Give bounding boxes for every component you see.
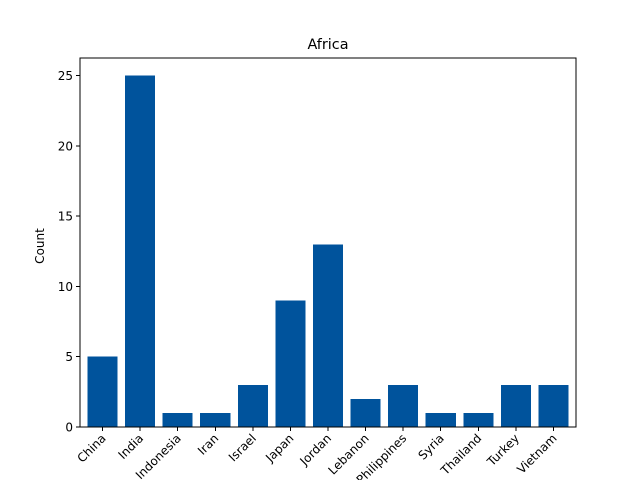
x-tick-label-syria: Syria — [415, 431, 446, 462]
y-tick-label-0: 0 — [65, 421, 73, 435]
x-tick-label-israel: Israel — [226, 431, 259, 464]
y-tick-label-10: 10 — [58, 280, 73, 294]
bar-syria — [425, 412, 456, 427]
y-axis-label: Count — [33, 228, 47, 264]
bar-lebanon — [350, 398, 381, 427]
bar-indonesia — [162, 412, 193, 427]
y-tick-label-25: 25 — [58, 69, 73, 83]
x-tick-label-iran: Iran — [195, 431, 221, 457]
bar-jordan — [312, 244, 344, 427]
y-tick-label-20: 20 — [58, 139, 73, 153]
y-tick-label-5: 5 — [65, 350, 73, 364]
bar-china — [87, 356, 118, 427]
x-tick-label-india: India — [116, 431, 147, 462]
bar-thailand — [463, 412, 494, 427]
bar-philippines — [388, 384, 419, 427]
x-tick-label-japan: Japan — [262, 431, 296, 465]
bar-india — [125, 75, 156, 428]
x-tick-label-thailand: Thailand — [437, 431, 484, 478]
y-tick-label-15: 15 — [58, 210, 73, 224]
bars-group — [87, 75, 569, 428]
bar-iran — [200, 412, 231, 427]
bar-israel — [237, 384, 268, 427]
bar-turkey — [500, 384, 531, 427]
bar-vietnam — [538, 384, 569, 427]
chart-title: Africa — [307, 37, 348, 53]
y-axis: 0 5 10 15 20 25 — [58, 69, 80, 435]
plot-frame — [79, 57, 577, 428]
bar-japan — [275, 300, 306, 427]
x-tick-label-vietnam: Vietnam — [514, 431, 559, 476]
x-tick-label-china: China — [75, 431, 109, 465]
